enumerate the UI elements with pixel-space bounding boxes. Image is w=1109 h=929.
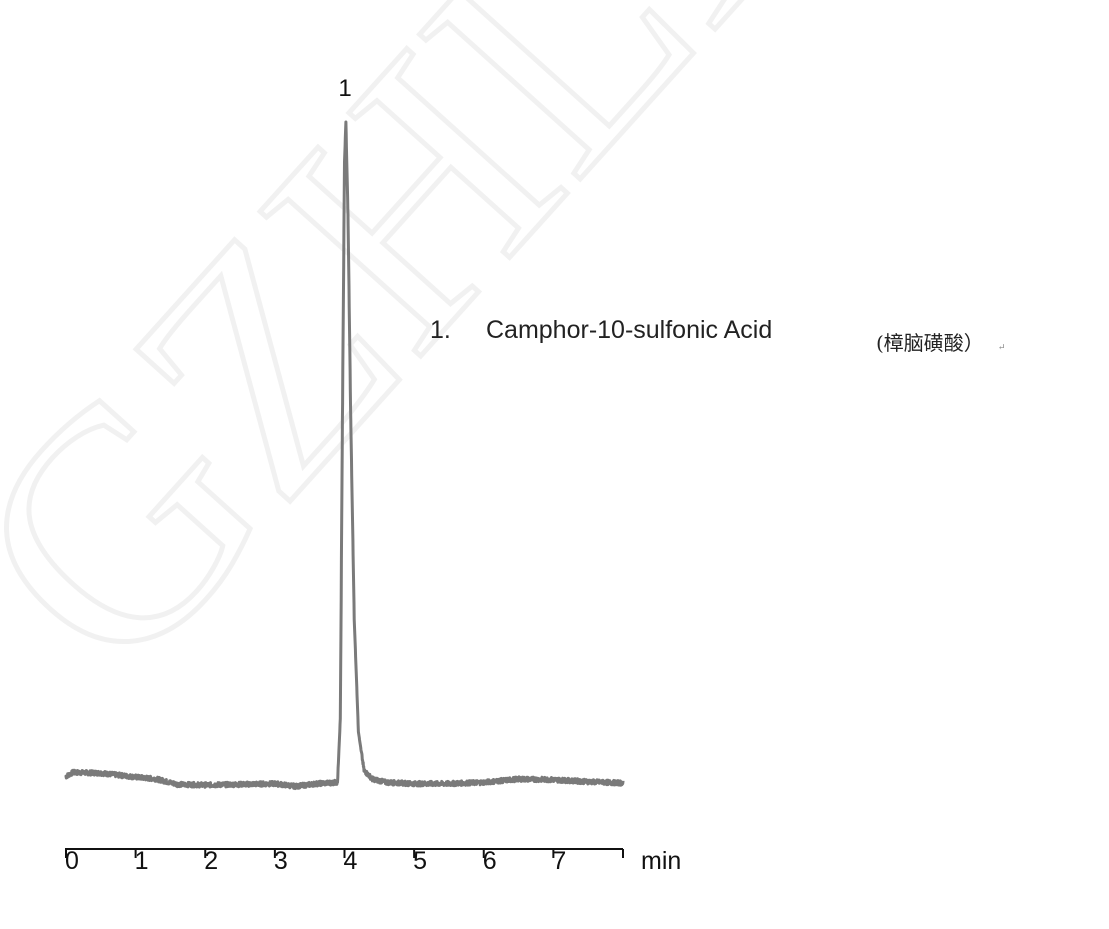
x-tick-label: 5 (413, 847, 427, 875)
x-tick-label: 6 (483, 847, 497, 875)
legend-entry-1: 1. Camphor-10-sulfonic Acid (430, 316, 772, 345)
legend-compound-name: Camphor-10-sulfonic Acid (486, 316, 773, 344)
paragraph-mark: ↵ (997, 343, 1006, 353)
x-tick-label: 4 (344, 847, 358, 875)
watermark-text: GZHLM (0, 0, 961, 741)
chromatogram-trace (64, 120, 625, 791)
x-tick-label: 0 (65, 847, 79, 875)
x-tick-label: 7 (552, 847, 566, 875)
legend-chinese-name-line: (樟脑磺酸） ↵ (876, 327, 1005, 356)
legend-number: 1. (430, 316, 451, 344)
x-axis-label: min (641, 847, 681, 875)
peak-label-1: 1 (338, 75, 351, 102)
x-tick-label: 1 (135, 847, 149, 875)
x-tick-label: 2 (204, 847, 218, 875)
watermark: GZHLM (0, 0, 961, 741)
x-tick-label: 3 (274, 847, 288, 875)
legend-chinese-name: (樟脑磺酸） (876, 331, 984, 355)
